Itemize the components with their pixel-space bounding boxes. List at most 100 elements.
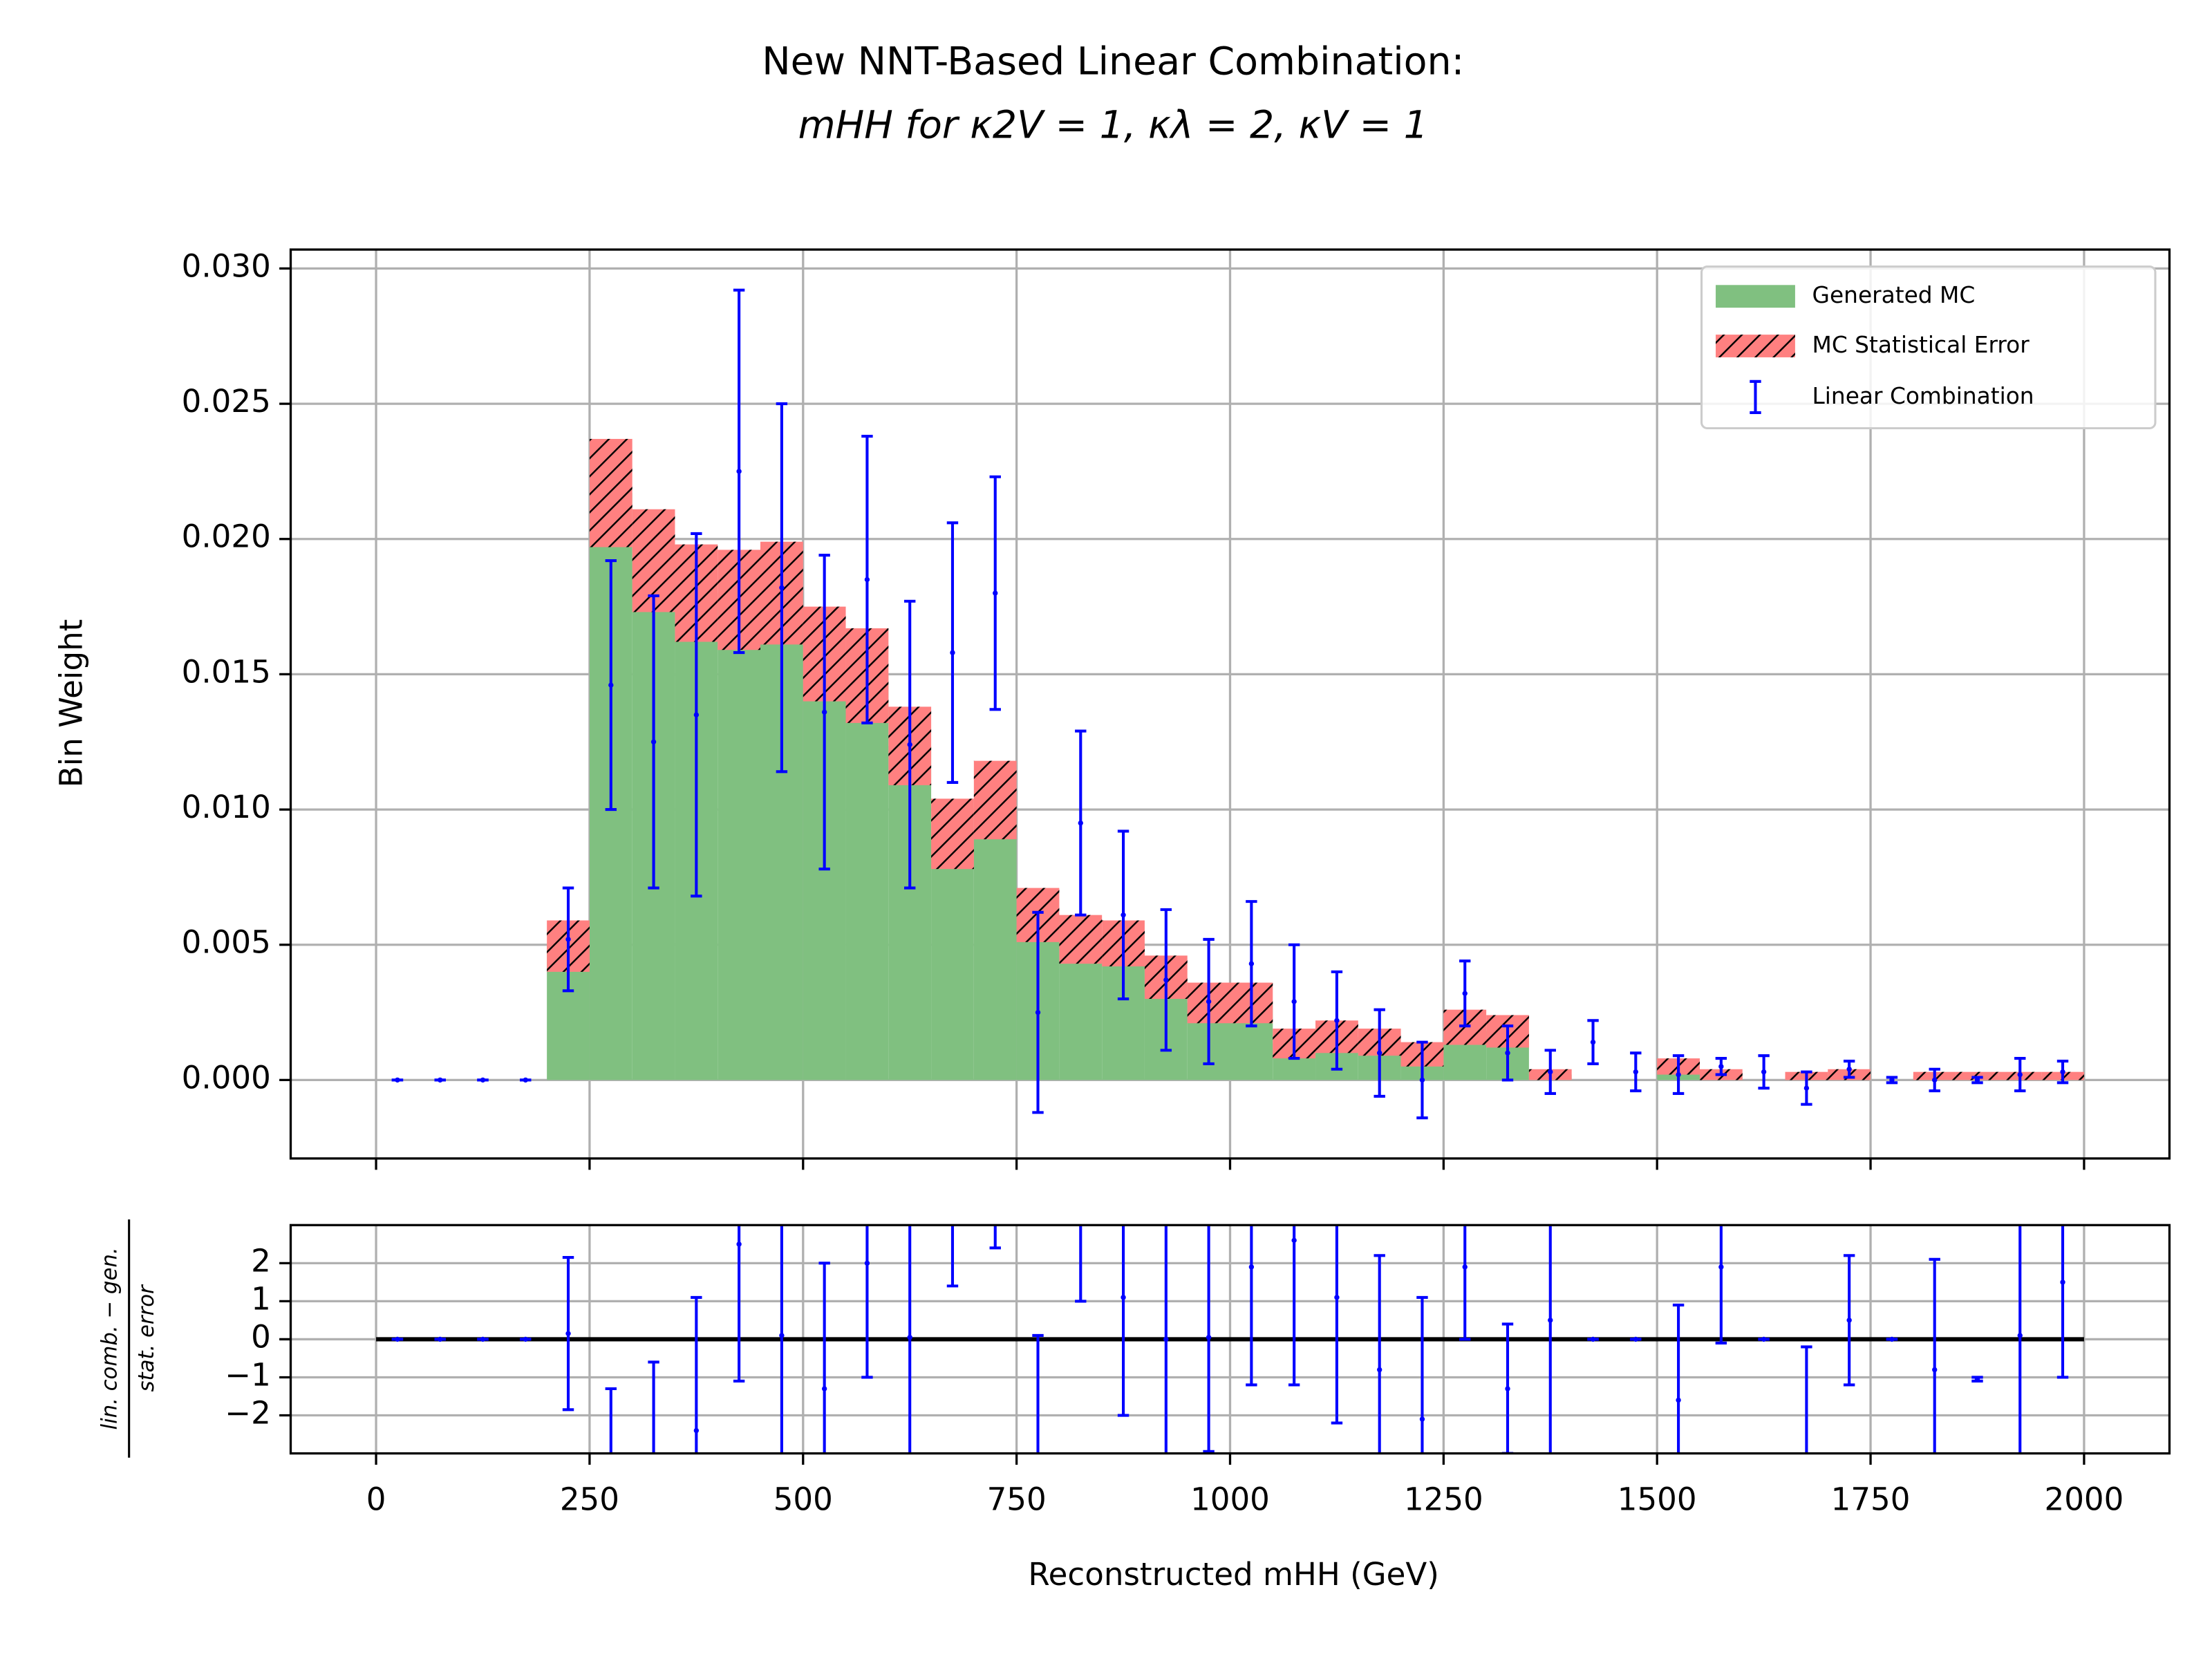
pull-point — [1843, 1254, 1855, 1387]
pull-point — [1630, 1336, 1642, 1342]
point — [1376, 1050, 1382, 1056]
x-tick-label: 2000 — [2045, 1481, 2124, 1517]
ratio-y-label-numerator: lin. comb. − gen. — [97, 1247, 122, 1430]
y-tick-label: 1 — [251, 1280, 271, 1317]
point — [1889, 1077, 1895, 1083]
point — [1718, 1264, 1724, 1270]
pull-point — [1246, 1225, 1257, 1387]
point — [1163, 977, 1169, 983]
point — [1590, 1336, 1596, 1342]
point — [438, 1077, 443, 1083]
histogram-bar — [973, 800, 1017, 1080]
point — [1889, 1336, 1895, 1342]
y-tick-label: 0.020 — [182, 518, 271, 555]
point — [1419, 1416, 1425, 1422]
histogram-bar — [845, 675, 889, 1080]
point — [1761, 1336, 1767, 1342]
pull-point — [1587, 1336, 1599, 1342]
linear-combination-point — [1672, 1054, 1685, 1096]
point — [1676, 1397, 1681, 1403]
point — [950, 1143, 955, 1147]
pull-point — [1929, 1257, 1940, 1454]
point — [1803, 1085, 1810, 1091]
point — [907, 742, 912, 747]
pull-point — [2017, 1225, 2023, 1454]
pull-point — [779, 1225, 785, 1454]
pull-point — [1075, 1225, 1087, 1303]
point — [1334, 1295, 1340, 1300]
point — [779, 585, 785, 590]
histogram-bar — [718, 599, 760, 1080]
pull-point — [1672, 1303, 1685, 1454]
point — [1932, 1367, 1938, 1373]
linear-combination-point — [391, 1077, 404, 1083]
ratio-y-label-denominator: stat. error — [134, 1284, 159, 1392]
point — [907, 1334, 912, 1340]
pull-point — [648, 1360, 659, 1454]
point — [1462, 991, 1468, 996]
linear-combination-point — [1288, 943, 1300, 1060]
point — [2060, 1280, 2065, 1285]
pull-point — [1288, 1225, 1300, 1387]
pull-point — [691, 1295, 702, 1454]
linear-combination-point — [1715, 1057, 1727, 1076]
linear-combination-point — [1075, 729, 1087, 917]
point — [1121, 1295, 1126, 1300]
point — [1376, 1367, 1382, 1373]
pull-point — [1374, 1254, 1385, 1454]
point — [1121, 912, 1126, 918]
linear-combination-point — [1544, 1049, 1556, 1096]
linear-combination-point — [1374, 1008, 1385, 1098]
linear-combination-point — [1331, 970, 1343, 1071]
point — [821, 709, 827, 715]
point — [2017, 1071, 2023, 1078]
point — [950, 650, 955, 655]
point — [821, 1386, 827, 1391]
y-tick-label: 0.025 — [182, 383, 271, 420]
point — [864, 577, 870, 583]
linear-combination-point — [818, 554, 830, 871]
pull-point — [434, 1336, 446, 1342]
pull-point — [2056, 1225, 2069, 1379]
point — [1419, 1077, 1425, 1083]
y-tick-label: 0.015 — [182, 653, 271, 690]
pull-point — [520, 1336, 532, 1342]
point — [1846, 1067, 1852, 1072]
y-axis-label: Bin Weight — [53, 619, 90, 788]
pull-point — [391, 1336, 404, 1342]
plot-area — [376, 1143, 2084, 1479]
pull-point — [562, 1256, 574, 1412]
y-tick-label: −1 — [225, 1356, 270, 1393]
y-tick-label: 2 — [251, 1242, 271, 1279]
point — [1035, 1474, 1040, 1479]
linear-combination-point — [2056, 1059, 2069, 1085]
point — [1548, 1069, 1553, 1075]
error-band-hatch — [931, 798, 974, 870]
point — [736, 1241, 742, 1247]
linear-combination-point — [903, 599, 916, 890]
chart-title: New NNT-Based Linear Combination: — [762, 39, 1464, 84]
point — [1334, 1018, 1340, 1024]
legend-frame — [1700, 265, 2157, 430]
x-tick-label: 1500 — [1618, 1481, 1697, 1517]
pull-point — [818, 1262, 830, 1454]
point — [650, 739, 657, 744]
legend-label: Generated MC — [1812, 282, 1976, 308]
linear-combination-point — [1501, 1024, 1514, 1082]
x-tick-label: 0 — [366, 1481, 386, 1517]
linear-combination-point — [1971, 1076, 1983, 1085]
linear-combination-point — [520, 1077, 532, 1083]
point — [1633, 1069, 1639, 1075]
point — [1633, 1336, 1639, 1342]
linear-combination-point — [989, 475, 1001, 711]
linear-combination-point — [1758, 1054, 1770, 1090]
point — [565, 937, 571, 942]
x-tick-label: 250 — [560, 1481, 619, 1517]
point — [480, 1336, 486, 1342]
point — [693, 1427, 700, 1434]
linear-combination-point — [1801, 1070, 1812, 1106]
linear-combination-point — [1843, 1059, 1855, 1079]
axes-frame — [289, 1224, 2171, 1455]
point — [523, 1077, 528, 1083]
